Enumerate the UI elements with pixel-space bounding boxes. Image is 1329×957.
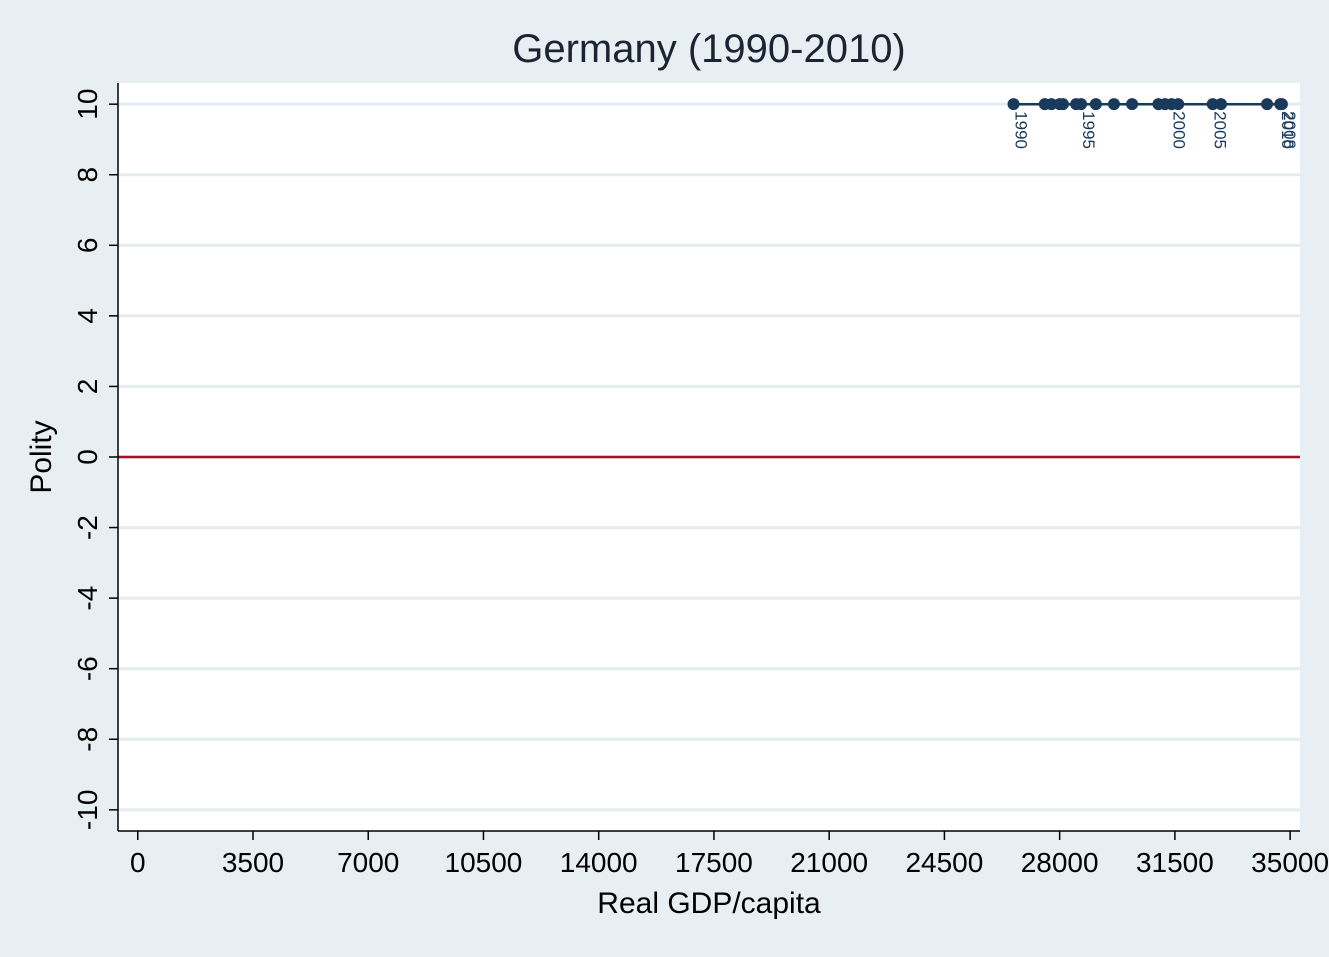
data-point [1089,98,1102,111]
x-tick-label: 17500 [675,847,753,878]
data-point [1172,98,1185,111]
chart-title: Germany (1990-2010) [512,27,906,71]
data-point [1126,98,1139,111]
data-point [1206,98,1219,111]
data-point [1214,98,1227,111]
x-tick-label: 10500 [445,847,523,878]
y-tick-label: 4 [72,308,103,324]
x-tick-label: 14000 [560,847,638,878]
data-point [1261,98,1274,111]
series-layer [1007,98,1288,111]
x-tick-label: 7000 [337,847,399,878]
y-tick-label: 6 [72,238,103,254]
point-label: 1990 [1012,111,1031,149]
y-tick-label: -4 [72,586,103,611]
data-point [1045,98,1058,111]
data-point [1007,98,1020,111]
point-label: 1995 [1079,111,1098,149]
x-tick-label: 35000 [1251,847,1329,878]
data-point [1056,98,1069,111]
y-tick-label: -2 [72,515,103,540]
x-tick-label: 24500 [905,847,983,878]
x-tick-label: 3500 [222,847,284,878]
x-tick-label: 28000 [1021,847,1099,878]
y-tick-label: -10 [72,790,103,830]
x-tick-label: 31500 [1136,847,1214,878]
data-point [1274,98,1287,111]
x-tick-layer: 0 3500 7000 10500 14000 17500 21000 24500 28000 3… [130,831,1329,878]
y-tick-layer: -10 -8 -6 -4 -2 0 2 4 6 8 10 [72,89,118,830]
x-tick-label: 21000 [790,847,868,878]
y-tick-label: 0 [72,449,103,465]
y-tick-label: -8 [72,727,103,752]
x-tick-label: 0 [130,847,146,878]
point-label: 2010 [1278,111,1297,149]
x-axis-label: Real GDP/capita [597,887,821,920]
point-label: 2000 [1170,111,1189,149]
point-label: 2008 [1280,111,1299,149]
y-axis-label: Polity [25,420,58,493]
y-tick-label: -6 [72,656,103,681]
y-tick-label: 2 [72,379,103,395]
data-point [1075,98,1088,111]
point-label: 2005 [1211,111,1230,149]
y-tick-label: 8 [72,167,103,183]
data-point [1107,98,1120,111]
y-tick-label: 10 [72,89,103,120]
